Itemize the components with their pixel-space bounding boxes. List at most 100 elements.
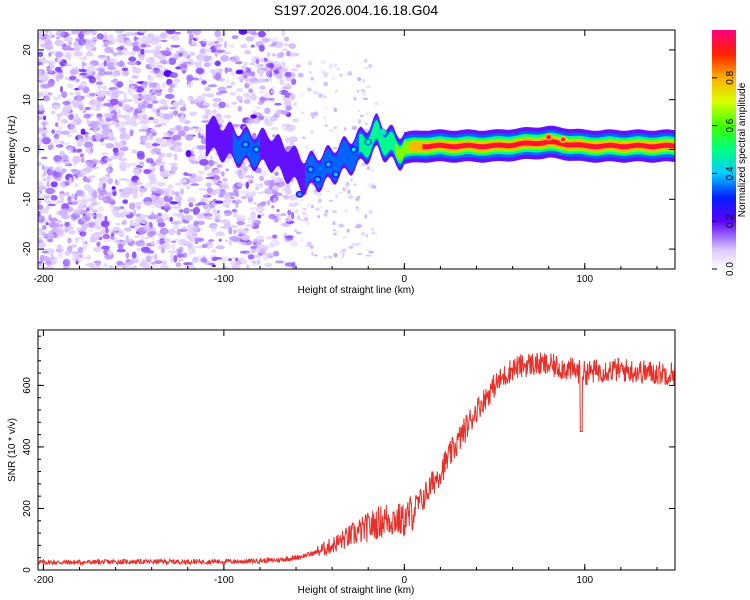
spectrogram-noise-blob [107,250,113,255]
spectrogram-noise-blob [344,182,350,188]
spectrogram-noise-blob [368,250,374,254]
spectrogram-noise-blob [102,86,107,91]
spectrogram-noise-blob [155,64,164,69]
spectrogram-noise-blob [79,231,87,237]
spectrogram-noise-blob [285,104,292,111]
spectrogram-noise-blob [339,73,343,77]
spectrogram-noise-blob [248,119,252,127]
spectrogram-noise-blob [236,214,246,219]
spectrogram-noise-blob [207,41,216,47]
spectrogram-noise-blob [350,242,355,247]
spectrogram-noise-blob [148,167,157,171]
spectrogram-noise-blob [221,171,225,177]
spectrogram-noise-blob [265,30,270,33]
spectrogram-noise-blob [301,111,305,115]
spectrogram-noise-blob [241,165,249,172]
spectrogram-noise-blob [284,71,292,78]
spectrogram-noise-blob [212,98,222,102]
spectrogram-noise-blob [119,190,127,196]
spectrogram-noise-blob [257,68,265,75]
spectrogram-noise-blob [215,49,226,53]
spectrogram-noise-blob [38,39,43,44]
spectrogram-noise-blob [157,199,165,205]
colorbar-tick-label: 0.4 [725,166,736,180]
spectrogram-noise-blob [334,90,338,94]
spectrogram-noise-blob [232,36,238,40]
spectrogram-noise-blob [148,81,152,89]
spectrogram-noise-blob [38,211,41,217]
spectrogram-noise-blob [185,134,194,141]
spectrogram-noise-blob [176,248,181,255]
spectrogram-noise-blob [356,242,362,247]
spectrogram-noise-blob [263,115,270,119]
spectrogram-noise-blob [317,215,321,219]
spectrogram-noise-blob [167,192,171,198]
spectrogram-noise-blob [230,225,239,228]
spectrogram-noise-blob [250,93,257,101]
spectrogram-noise-blob [168,57,177,65]
spectrogram-noise-blob [73,51,84,57]
spectrogram-noise-blob [191,147,197,151]
spectrogram-noise-blob [174,31,181,35]
spectrogram-noise-blob [48,70,54,74]
spectrogram-noise-blob [69,121,77,126]
spectrogram-noise-blob [38,230,47,237]
spectrogram-noise-blob [219,124,226,129]
spectrogram-noise-blob [201,80,207,85]
spectrogram-noise-blob [121,213,126,218]
spectrogram-peak-blob [366,140,371,144]
spectrogram-noise-blob [323,116,326,120]
spectrogram-noise-blob [215,245,225,250]
spectrogram-noise-blob [256,240,263,249]
spectrogram-noise-blob [178,116,186,123]
spectrogram-noise-blob [204,114,209,119]
spectrogram-noise-blob [61,141,65,144]
spectrogram-noise-blob [324,209,329,213]
spectrogram-noise-blob [238,30,248,35]
spectrogram-noise-blob [74,113,79,121]
spectrogram-noise-blob [211,264,216,268]
spectrogram-noise-blob [360,88,366,93]
spectrogram-noise-blob [294,209,299,215]
spectrogram-noise-blob [351,125,358,131]
spectrogram-noise-blob [366,254,371,257]
spectrogram-noise-blob [190,77,199,81]
colorbar-tick-label: 0.0 [725,262,736,276]
spectrogram-noise-blob [361,231,365,236]
spectrogram-noise-blob [146,130,150,137]
spectrogram-noise-blob [140,44,147,48]
spectrogram-noise-blob [204,86,211,92]
spectrogram-noise-blob [165,59,170,65]
snr-panel: -200 -100 0 100 0 200 400 600 Height of straigh… [7,329,676,596]
spectrogram-noise-blob [133,97,139,105]
spectrogram-noise-blob [235,87,244,93]
spectrogram-noise-blob [101,245,110,250]
spectrogram-noise-blob [48,166,54,170]
spectrogram-noise-blob [92,224,101,230]
spectrogram-noise-blob [55,222,60,226]
spectrogram-noise-blob [206,187,213,194]
spectrogram-noise-blob [38,73,43,81]
spectrogram-noise-blob [194,237,205,242]
spectrogram-noise-blob [154,73,165,78]
spectrogram-noise-blob [288,43,296,49]
spectrogram-noise-blob [71,199,76,205]
spectrogram-noise-blob [192,256,199,264]
spectrogram-noise-blob [69,230,76,235]
spectrogram-noise-blob [38,241,47,249]
spectrogram-noise-blob [211,69,217,76]
spectrogram-noise-blob [86,254,92,260]
spectrogram-noise-blob [46,180,50,188]
spectrogram-noise-blob [270,126,279,131]
spectrogram-noise-blob [359,114,364,117]
spectrogram-noise-blob [237,105,243,112]
spectrogram-noise-blob [365,122,368,126]
spectrogram-noise-blob [68,177,72,185]
spectrogram-noise-blob [312,115,315,120]
spectrogram-noise-blob [180,63,188,69]
spectrogram-noise-blob [172,101,180,108]
spectrogram-noise-blob [100,142,107,146]
spectrogram-noise-blob [140,95,149,100]
spectrogram-noise-blob [365,112,369,117]
spectrogram-noise-blob [161,31,167,34]
